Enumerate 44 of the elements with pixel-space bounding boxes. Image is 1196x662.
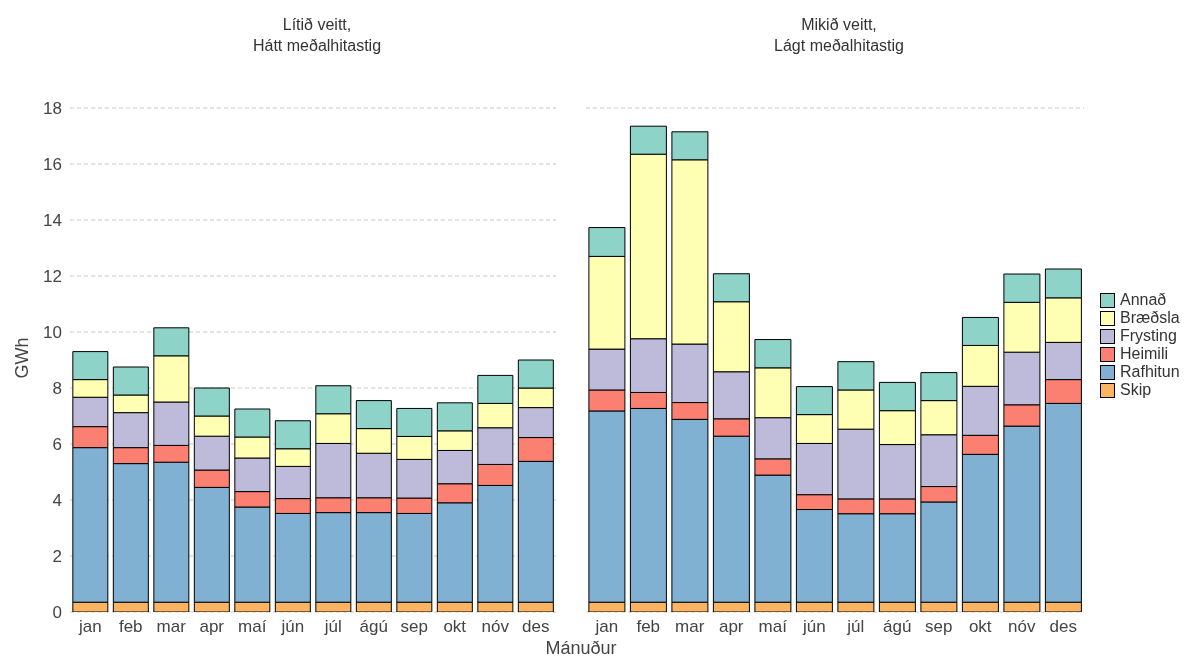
chart-title: Mikið veitt, Lágt meðalhitastig	[773, 15, 905, 56]
legend-label: Bræðsla	[1120, 309, 1180, 327]
y-tick-label: 2	[52, 547, 62, 567]
x-tick-label: okt	[968, 617, 992, 637]
y-tick-label: 10	[43, 323, 62, 343]
x-tick-label: okt	[443, 617, 467, 637]
x-tick-label: jún	[280, 617, 305, 637]
x-tick-label: sep	[400, 617, 428, 637]
x-axis-title: Mánuður	[544, 638, 618, 659]
y-tick-label: 16	[43, 155, 62, 175]
legend-label: Annað	[1120, 291, 1167, 309]
x-tick-label: feb	[636, 617, 661, 637]
x-tick-label: nóv	[1008, 617, 1036, 637]
x-tick-label: des	[522, 617, 550, 637]
x-tick-label: mar	[675, 617, 705, 637]
y-tick-label: 12	[43, 267, 62, 287]
y-tick-label: 14	[43, 211, 62, 231]
legend-label: Skip	[1120, 381, 1152, 399]
legend-label: Heimili	[1120, 345, 1168, 363]
chart-title: Lítið veitt, Hátt meðalhitastig	[251, 15, 383, 56]
x-tick-label: feb	[118, 617, 143, 637]
x-tick-label: jan	[77, 617, 102, 637]
y-tick-label: 0	[52, 603, 62, 623]
x-tick-label: ágú	[883, 617, 912, 637]
x-tick-label: apr	[199, 617, 225, 637]
y-tick-label: 8	[52, 379, 62, 399]
y-tick-label: 4	[52, 491, 62, 511]
x-tick-label: jún	[801, 617, 826, 637]
x-tick-label: júl	[323, 617, 342, 637]
legend-label: Frysting	[1120, 327, 1177, 345]
legend-label: Rafhitun	[1120, 363, 1180, 381]
x-tick-label: júl	[846, 617, 865, 637]
y-tick-label: 18	[43, 99, 62, 119]
x-tick-label: sep	[925, 617, 953, 637]
x-tick-label: ágú	[359, 617, 388, 637]
x-tick-label: des	[1049, 617, 1077, 637]
x-tick-label: jan	[594, 617, 619, 637]
x-tick-label: apr	[718, 617, 744, 637]
x-tick-label: nóv	[481, 617, 510, 637]
y-tick-label: 6	[52, 435, 62, 455]
x-tick-label: maí	[238, 617, 267, 637]
x-tick-label: mar	[156, 617, 187, 637]
y-axis-title: GWh	[11, 337, 33, 379]
x-tick-label: maí	[758, 617, 788, 637]
